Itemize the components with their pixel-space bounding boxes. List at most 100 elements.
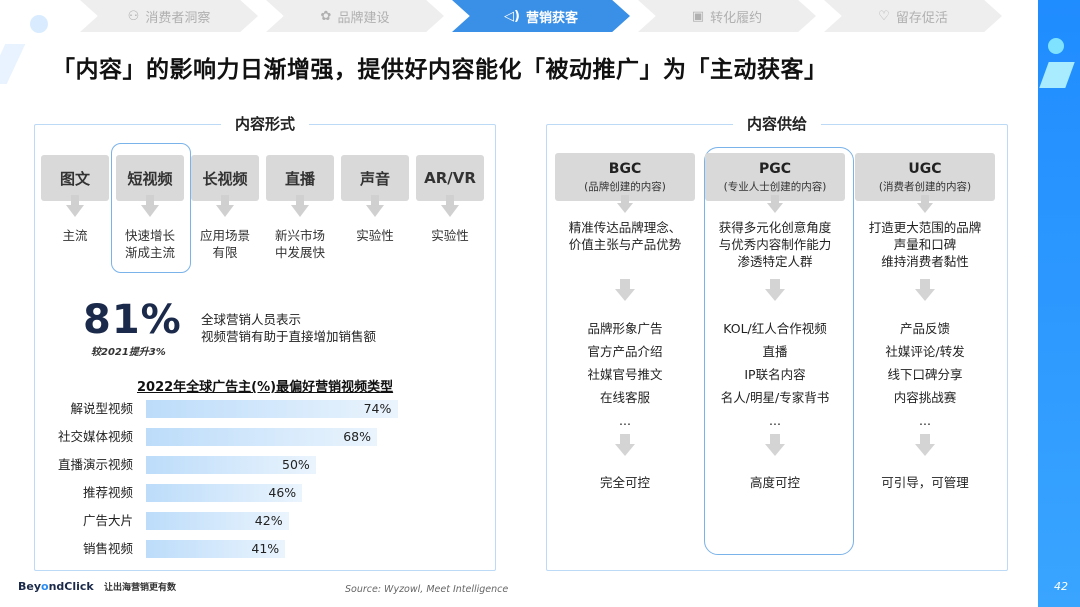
column-header: BGC (品牌创建的内容) [555,153,695,201]
nav-step-1[interactable]: ✿ 品牌建设 [266,0,444,32]
list-item: 内容挑战赛 [893,390,957,405]
format-item: 直播 新兴市场 中发展快 [266,155,334,261]
down-arrow-icon [216,195,234,217]
brand-slogan: 让出海营销更有数 [104,583,177,593]
column-name: BGC [608,160,642,177]
column-list: 产品反馈 社媒评论/转发 线下口碑分享 内容挑战赛... [885,317,964,432]
format-name: 声音 [341,155,409,201]
bar-label: 解说型视频 [70,401,133,416]
megaphone-icon: ◁) [504,8,520,24]
bar-value-label: 74% [363,401,392,416]
short-video-highlight [111,143,191,273]
column-name: PGC [758,160,792,177]
nav-step-0[interactable]: ⚇ 消费者洞察 [80,0,258,32]
bar-row: 社交媒体视频 68% [35,427,495,447]
brand-icon: ✿ [320,8,332,24]
list-item: IP联名内容 [744,367,806,382]
list-item: 官方产品介绍 [587,344,663,359]
bar [146,540,286,558]
bar [146,400,398,418]
column-sub: (专业人士创建的内容) [723,180,827,193]
bar-value-label: 42% [254,513,283,528]
bar-value-label: 68% [343,429,371,444]
process-nav: ⚇ 消费者洞察 ✿ 品牌建设 ◁) 营销获客 ▣ 转化履约 ♡ 留存促活 [80,0,1002,32]
format-name: 长视频 [191,155,259,201]
nav-step-2[interactable]: ◁) 营销获客 [452,0,630,32]
format-item: 图文 主流 [41,155,109,261]
list-item: 名人/明星/专家背书 [720,390,830,405]
format-name: AR/VR [416,155,484,201]
column-purpose: 打造更大范围的品牌 声量和口碑 维持消费者黏性 [868,220,982,269]
format-item: 长视频应用场景 有限 [191,155,259,261]
list-item: 社媒评论/转发 [885,344,965,359]
bar-row: 推荐视频 46% [35,483,495,503]
chart-title: 2022年全球广告主(%)最偏好营销视频类型 [137,380,394,395]
format-desc: 应用场景 有限 [199,228,250,260]
down-arrow-icon [767,195,783,213]
bar [146,512,289,530]
nav-step-label: 转化履约 [710,10,763,26]
bar [146,428,378,446]
page-title: 「内容」的影响力日渐增强，提供好内容能化「被动推广」为「主动获客」 [52,57,828,83]
corner-decoration [0,0,60,120]
nav-step-label: 消费者洞察 [145,10,211,26]
bar-label: 社交媒体视频 [57,429,133,444]
bar-row: 直播演示视频 50% [35,455,495,475]
column-control: 完全可控 [599,475,650,490]
down-arrow-icon [917,195,933,213]
list-item: KOL/红人合作视频 [723,321,827,336]
down-arrow-icon [765,279,785,301]
format-row: 图文 主流 短视频 快速增长 渐成主流 长视频 应用场景 有限 直播 新兴市场 中发展快 声音实… [41,155,484,261]
nav-step-3[interactable]: ▣ 转化履约 [638,0,816,32]
down-arrow-icon [615,434,635,456]
list-item: 在线客服 [599,390,650,405]
bar-value-label: 41% [251,541,280,556]
down-arrow-icon [141,195,159,217]
down-arrow-icon [615,279,635,301]
bar-row: 销售视频 41% [35,539,495,559]
down-arrow-icon [66,195,84,217]
list-item: ... [769,413,781,428]
column-sub: (消费者创建的内容) [878,180,972,193]
nav-step-4[interactable]: ♡ 留存促活 [824,0,1002,32]
bar-label: 销售视频 [82,541,133,556]
list-item: 品牌形象广告 [587,321,663,336]
nav-step-label: 营销获客 [525,10,578,26]
format-name: 直播 [266,155,334,201]
list-item: ... [619,413,631,428]
down-arrow-icon [617,195,633,213]
source-note: Source: Wyzowl, Meet Intelligence [345,584,509,595]
down-arrow-icon [441,195,459,217]
down-arrow-icon [915,434,935,456]
list-item: 线下口碑分享 [887,367,963,382]
format-desc: 实验性 [356,228,394,243]
down-arrow-icon [291,195,309,217]
list-item: 直播 [762,344,788,359]
column-header: PGC (专业人士创建的内容) [705,153,845,201]
supply-columns: BGC (品牌创建的内容) 精准传达品牌理念、 价值主张与产品优势品牌形象广告 官方产… [555,153,995,491]
stat-description: 全球营销人员表示 视频营销有助于直接增加销售额 [201,312,377,344]
panel-title: 内容形式 [220,113,310,134]
down-arrow-icon [366,195,384,217]
bar-row: 广告大片 42% [35,511,495,531]
format-name: 图文 [41,155,109,201]
bar-value-label: 50% [282,457,310,472]
panel-title: 内容供给 [732,113,822,134]
bar-label: 直播演示视频 [57,457,133,472]
down-arrow-icon [915,279,935,301]
nav-step-label: 品牌建设 [337,10,390,26]
bar-label: 推荐视频 [82,485,133,500]
list-item: ... [919,413,931,428]
down-arrow-icon [765,434,785,456]
column-list: 品牌形象广告 官方产品介绍 社媒官号推文 在线客服... [587,317,662,432]
column-name: UGC [908,160,942,177]
stat-sub: 较2021提升3% [91,347,166,358]
pgc-highlight [704,147,854,555]
right-accent-strip: 42 [1038,0,1080,607]
bar-label: 广告大片 [82,513,133,528]
list-item: 社媒官号推文 [587,367,663,382]
column-list: KOL/红人合作视频 直播 IP联名内容名人/明星/专家背书... [721,317,829,432]
column-purpose: 精准传达品牌理念、 价值主张与产品优势 [568,220,682,252]
people-search-icon: ⚇ [127,8,140,24]
heart-icon: ♡ [878,8,890,24]
